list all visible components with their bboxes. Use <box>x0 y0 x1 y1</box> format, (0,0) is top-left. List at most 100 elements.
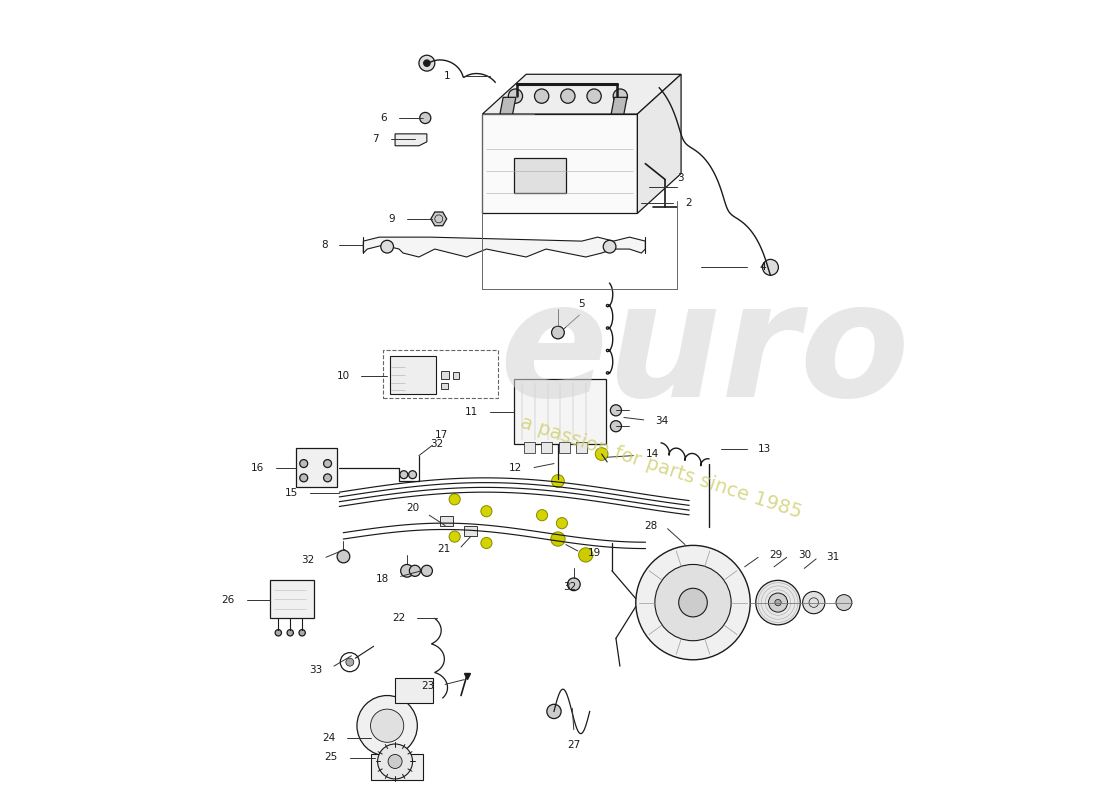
Circle shape <box>449 494 460 505</box>
Text: 10: 10 <box>337 371 350 381</box>
Text: 25: 25 <box>324 753 338 762</box>
Circle shape <box>537 510 548 521</box>
Bar <box>524 442 535 454</box>
Circle shape <box>287 630 294 636</box>
Text: 3: 3 <box>678 173 684 182</box>
Circle shape <box>299 630 306 636</box>
Circle shape <box>579 548 593 562</box>
Bar <box>395 678 433 703</box>
Bar <box>440 516 453 526</box>
Polygon shape <box>612 98 627 114</box>
Text: 6: 6 <box>381 113 387 123</box>
Circle shape <box>613 89 627 103</box>
Bar <box>296 448 337 487</box>
Circle shape <box>421 566 432 576</box>
Circle shape <box>551 474 564 487</box>
Text: 22: 22 <box>393 614 406 623</box>
Text: 4: 4 <box>759 262 766 271</box>
Circle shape <box>551 532 565 546</box>
Text: 21: 21 <box>438 544 451 554</box>
Text: 26: 26 <box>221 595 234 605</box>
Circle shape <box>610 421 621 432</box>
Bar <box>559 442 570 454</box>
Bar <box>389 355 436 394</box>
Circle shape <box>535 89 549 103</box>
Bar <box>515 158 565 194</box>
Bar <box>372 754 422 780</box>
Text: 8: 8 <box>321 240 328 250</box>
Text: 19: 19 <box>588 547 602 558</box>
Text: 18: 18 <box>376 574 389 584</box>
Circle shape <box>587 89 602 103</box>
Circle shape <box>769 593 788 612</box>
Circle shape <box>275 630 282 636</box>
Text: 12: 12 <box>509 462 522 473</box>
Bar <box>271 580 315 618</box>
Text: 32: 32 <box>563 582 576 592</box>
Circle shape <box>449 531 460 542</box>
Text: euro: euro <box>499 275 910 430</box>
Text: 7: 7 <box>373 134 380 145</box>
Text: 32: 32 <box>430 438 443 449</box>
Polygon shape <box>363 237 646 257</box>
Circle shape <box>300 459 308 467</box>
Text: 34: 34 <box>654 417 668 426</box>
Bar <box>541 442 552 454</box>
Text: 23: 23 <box>421 681 434 691</box>
Circle shape <box>419 55 435 71</box>
Polygon shape <box>499 98 516 114</box>
Text: 29: 29 <box>769 550 782 560</box>
Polygon shape <box>637 74 681 214</box>
Text: 13: 13 <box>758 444 771 454</box>
Text: 30: 30 <box>798 550 811 560</box>
Circle shape <box>408 470 417 478</box>
Circle shape <box>400 470 408 478</box>
Circle shape <box>551 326 564 339</box>
Circle shape <box>636 546 750 660</box>
Text: a passion for parts since 1985: a passion for parts since 1985 <box>518 413 804 522</box>
Text: 1: 1 <box>444 71 451 81</box>
Polygon shape <box>395 134 427 146</box>
Circle shape <box>762 259 779 275</box>
Circle shape <box>561 89 575 103</box>
Bar <box>515 378 606 444</box>
Circle shape <box>603 240 616 253</box>
Text: 20: 20 <box>406 503 419 513</box>
Circle shape <box>610 405 621 416</box>
Text: 2: 2 <box>685 198 692 208</box>
Bar <box>383 350 498 398</box>
Circle shape <box>388 754 403 769</box>
Circle shape <box>345 658 354 666</box>
Text: 33: 33 <box>309 665 322 675</box>
Bar <box>464 526 477 536</box>
Text: 28: 28 <box>644 521 658 530</box>
Text: 31: 31 <box>826 552 839 562</box>
Circle shape <box>323 474 331 482</box>
Text: 17: 17 <box>434 430 448 440</box>
Circle shape <box>547 704 561 718</box>
Circle shape <box>481 506 492 517</box>
Text: 5: 5 <box>579 298 585 309</box>
Text: 32: 32 <box>301 555 315 566</box>
Text: 9: 9 <box>388 214 395 224</box>
Circle shape <box>337 550 350 563</box>
Text: 24: 24 <box>322 733 335 742</box>
Circle shape <box>679 588 707 617</box>
Circle shape <box>420 113 431 123</box>
Polygon shape <box>431 212 447 226</box>
Polygon shape <box>483 74 681 114</box>
Text: 11: 11 <box>465 407 478 417</box>
Circle shape <box>595 448 608 460</box>
Bar <box>441 382 448 389</box>
Circle shape <box>400 565 414 577</box>
Circle shape <box>756 580 801 625</box>
Text: 15: 15 <box>285 488 298 498</box>
Circle shape <box>654 565 732 641</box>
Circle shape <box>481 538 492 549</box>
Circle shape <box>803 591 825 614</box>
Circle shape <box>409 566 420 576</box>
Bar <box>441 370 449 378</box>
Bar <box>576 442 587 454</box>
Circle shape <box>836 594 851 610</box>
Circle shape <box>381 240 394 253</box>
